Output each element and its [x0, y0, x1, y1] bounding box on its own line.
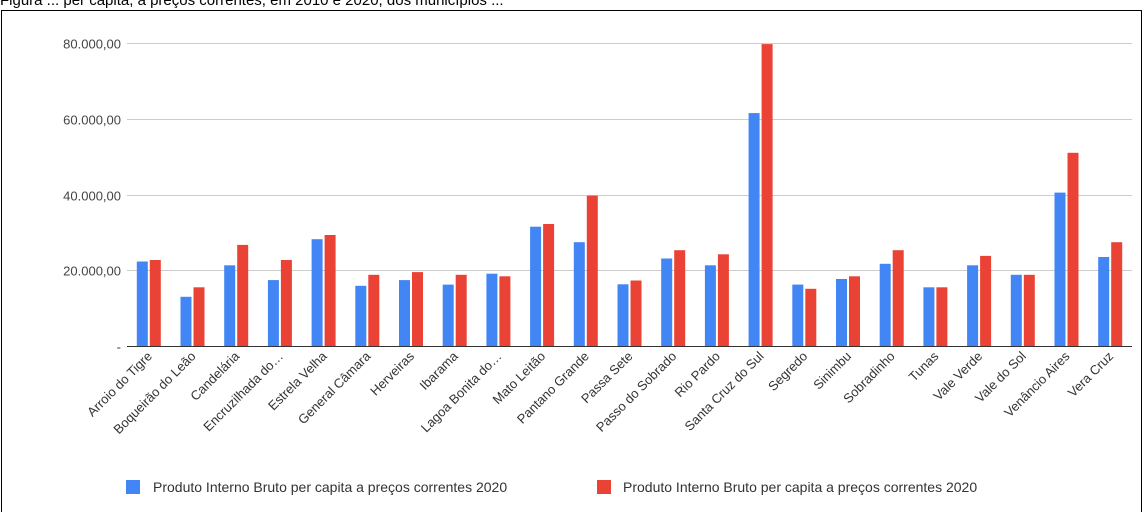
- bar-series-2: [980, 255, 992, 346]
- bar-series-2: [237, 244, 249, 346]
- bar-series-2: [193, 287, 205, 346]
- figure-caption: Figura ... per capita, a preços corrente…: [0, 0, 504, 9]
- bar-series-1: [836, 279, 847, 346]
- bar-series-1: [573, 242, 585, 346]
- bar-series-2: [761, 44, 773, 346]
- bar-series-1: [879, 263, 891, 346]
- bar-series-1: [704, 265, 716, 346]
- bar-series-1: [355, 285, 367, 346]
- bar-series-1: [1054, 192, 1066, 346]
- bar-series-2: [499, 276, 511, 346]
- x-category-label: Tunas: [906, 348, 942, 384]
- bar-series-2: [1023, 274, 1035, 346]
- y-tick-label: -: [117, 340, 121, 355]
- y-tick-label: 40.000,00: [63, 189, 121, 204]
- bar-series-2: [149, 260, 161, 346]
- bar-series-2: [412, 272, 423, 346]
- bar-series-1: [792, 284, 804, 346]
- bar-series-2: [368, 274, 380, 346]
- bar-series-1: [180, 296, 192, 346]
- bar-series-2: [936, 287, 948, 346]
- legend-label-series-2: Produto Interno Bruto per capita a preço…: [623, 479, 977, 495]
- x-category-label: Segredo: [765, 349, 810, 394]
- bar-series-2: [455, 274, 467, 346]
- x-category-label: Lagoa Bonita do…: [418, 349, 505, 436]
- x-category-label: Boqueirão do Leão: [110, 349, 198, 437]
- bar-series-1: [399, 280, 410, 346]
- x-category-label: Passo do Sobrado: [593, 349, 679, 435]
- bar-series-1: [442, 284, 454, 346]
- bar-series-2: [1111, 242, 1123, 346]
- bar-series-2: [630, 280, 642, 346]
- bar-series-1: [530, 226, 542, 346]
- legend: Produto Interno Bruto per capita a preço…: [126, 479, 977, 495]
- legend-label-series-1: Produto Interno Bruto per capita a preço…: [153, 479, 507, 495]
- x-category-label: Vera Cruz: [1065, 349, 1116, 400]
- bar-series-1: [923, 287, 935, 346]
- x-category-label: Herveiras: [367, 348, 417, 398]
- y-tick-label: 80.000,00: [63, 37, 121, 52]
- bar-series-2: [805, 288, 817, 346]
- bar-series-1: [967, 265, 979, 346]
- bar-series-2: [674, 250, 686, 346]
- bar-series-2: [717, 254, 729, 346]
- legend-swatch-series-1: [126, 480, 140, 494]
- bar-series-1: [486, 273, 498, 346]
- bar-series-1: [267, 280, 279, 346]
- bar-series-1: [136, 261, 148, 346]
- bar-series-2: [892, 250, 904, 346]
- y-axis-tick-labels: - 20.000,00 40.000,00 60.000,00 80.000,00: [63, 37, 121, 355]
- x-category-label: Encruzilhada do…: [200, 349, 286, 435]
- legend-swatch-series-2: [597, 480, 611, 494]
- x-category-label: Ibarama: [417, 348, 462, 393]
- bar-series-1: [311, 239, 323, 346]
- y-tick-label: 60.000,00: [63, 113, 121, 128]
- bar-series-1: [661, 258, 673, 346]
- chart-frame: [1, 10, 1142, 512]
- bar-series-2: [586, 195, 598, 346]
- bar-series-2: [849, 276, 860, 346]
- x-category-label: Sinimbu: [810, 349, 854, 393]
- bar-series-1: [1098, 257, 1110, 346]
- bar-series-2: [543, 224, 555, 346]
- bar-series-1: [748, 113, 760, 346]
- bar-series-1: [224, 265, 236, 346]
- bar-series-1: [1010, 274, 1022, 346]
- gridlines: [127, 43, 1132, 347]
- bar-series-1: [617, 284, 629, 346]
- x-category-label: Santa Cruz do Sul: [681, 348, 766, 433]
- bar-series-2: [324, 235, 336, 346]
- bar-series-2: [280, 260, 292, 346]
- y-tick-label: 20.000,00: [63, 264, 121, 279]
- bar-series-2: [1067, 152, 1079, 346]
- bars: [136, 44, 1123, 346]
